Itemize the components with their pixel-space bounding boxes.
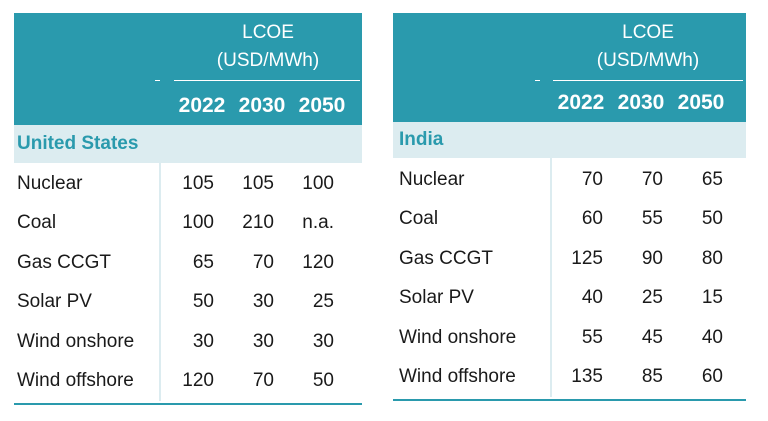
cell-value: 120 xyxy=(182,370,214,392)
table-row: Coal 60 55 50 xyxy=(393,200,746,240)
lcoe-title: LCOE xyxy=(242,22,294,43)
cell-value: 105 xyxy=(242,172,274,194)
cell-value: 105 xyxy=(182,172,214,194)
table-body: Nuclear 105 105 100 Coal 100 210 n.a. Ga… xyxy=(14,163,362,401)
table-row: Wind offshore 135 85 60 xyxy=(393,358,746,398)
cell-value: 85 xyxy=(641,366,663,388)
cell-value: 30 xyxy=(312,330,334,352)
cell-value: 65 xyxy=(192,251,214,273)
year-header: 2030 xyxy=(617,91,665,114)
cell-value: 25 xyxy=(641,287,663,309)
cell-value: 15 xyxy=(701,287,723,309)
row-label: Solar PV xyxy=(17,291,92,313)
region-label: India xyxy=(393,122,746,158)
table-header: LCOE (USD/MWh) 2022 2030 2050 xyxy=(14,13,362,125)
cell-value: 70 xyxy=(581,168,603,190)
table-header: LCOE (USD/MWh) 2022 2030 2050 xyxy=(393,13,746,122)
cell-value: 50 xyxy=(701,208,723,230)
lcoe-heading: LCOE (USD/MWh) xyxy=(174,19,362,75)
table-row: Gas CCGT 125 90 80 xyxy=(393,239,746,279)
cell-value: 50 xyxy=(192,291,214,313)
row-label: Gas CCGT xyxy=(399,247,493,269)
table-row: Coal 100 210 n.a. xyxy=(14,204,362,244)
header-divider xyxy=(553,80,743,81)
year-header: 2022 xyxy=(178,94,226,117)
lcoe-title: LCOE xyxy=(622,22,674,43)
cell-value: 80 xyxy=(701,247,723,269)
table-row: Wind onshore 30 30 30 xyxy=(14,322,362,362)
table-row: Nuclear 70 70 65 xyxy=(393,160,746,200)
row-label: Wind onshore xyxy=(399,326,517,348)
row-label: Nuclear xyxy=(17,172,83,194)
row-label: Solar PV xyxy=(399,287,474,309)
lcoe-table-india: LCOE (USD/MWh) 2022 2030 2050 India Nucl… xyxy=(393,13,746,401)
cell-value: 125 xyxy=(571,247,603,269)
cell-value: 40 xyxy=(581,287,603,309)
table-row: Nuclear 105 105 100 xyxy=(14,164,362,204)
table-row: Wind onshore 55 45 40 xyxy=(393,318,746,358)
year-header: 2050 xyxy=(298,94,346,117)
cell-value: 30 xyxy=(192,330,214,352)
table-body: Nuclear 70 70 65 Coal 60 55 50 Gas CCGT … xyxy=(393,158,746,397)
row-label: Nuclear xyxy=(399,168,465,190)
table-bottom-rule xyxy=(393,399,746,401)
table-row: Wind offshore 120 70 50 xyxy=(14,362,362,402)
row-label: Coal xyxy=(399,208,439,230)
cell-value: 70 xyxy=(641,168,663,190)
year-header: 2030 xyxy=(238,94,286,117)
cell-value: 65 xyxy=(701,168,723,190)
table-row: Solar PV 40 25 15 xyxy=(393,279,746,319)
cell-value: 100 xyxy=(182,212,214,234)
row-label: Gas CCGT xyxy=(17,251,111,273)
table-row: Gas CCGT 65 70 120 xyxy=(14,243,362,283)
lcoe-heading: LCOE (USD/MWh) xyxy=(550,19,746,75)
row-label: Wind offshore xyxy=(399,366,516,388)
cell-value: 60 xyxy=(701,366,723,388)
row-label: Coal xyxy=(17,212,57,234)
cell-value: 70 xyxy=(252,370,274,392)
lcoe-unit: (USD/MWh) xyxy=(216,50,320,71)
cell-value: 70 xyxy=(252,251,274,273)
cell-value: 135 xyxy=(571,366,603,388)
cell-value: n.a. xyxy=(302,212,334,234)
table-bottom-rule xyxy=(14,403,362,405)
cell-value: 55 xyxy=(581,326,603,348)
cell-value: 40 xyxy=(701,326,723,348)
cell-value: 90 xyxy=(641,247,663,269)
year-header: 2050 xyxy=(677,91,725,114)
row-label: Wind onshore xyxy=(17,330,135,352)
row-label: Wind offshore xyxy=(17,370,134,392)
year-header-row: 2022 2030 2050 xyxy=(172,89,352,123)
header-divider xyxy=(174,80,360,81)
cell-value: 100 xyxy=(302,172,334,194)
cell-value: 210 xyxy=(242,212,274,234)
lcoe-table-united-states: LCOE (USD/MWh) 2022 2030 2050 United Sta… xyxy=(14,13,362,405)
header-divider xyxy=(535,80,540,81)
year-header-row: 2022 2030 2050 xyxy=(551,86,731,120)
cell-value: 120 xyxy=(302,251,334,273)
cell-value: 50 xyxy=(312,370,334,392)
region-label: United States xyxy=(14,125,362,163)
header-divider xyxy=(155,80,160,81)
cell-value: 45 xyxy=(641,326,663,348)
lcoe-unit: (USD/MWh) xyxy=(596,50,700,71)
cell-value: 30 xyxy=(252,291,274,313)
cell-value: 25 xyxy=(312,291,334,313)
cell-value: 60 xyxy=(581,208,603,230)
cell-value: 55 xyxy=(641,208,663,230)
year-header: 2022 xyxy=(557,91,605,114)
table-row: Solar PV 50 30 25 xyxy=(14,283,362,323)
cell-value: 30 xyxy=(252,330,274,352)
